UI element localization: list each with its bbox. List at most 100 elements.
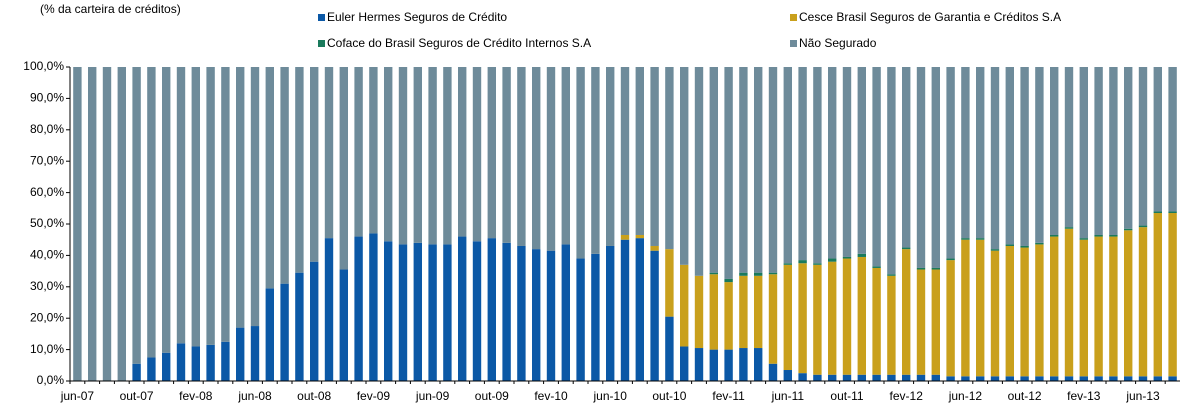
- x-tick-label: jun-08: [237, 389, 272, 403]
- bar-segment: [798, 263, 807, 374]
- bar-segment: [680, 264, 689, 347]
- bar-segment: [680, 346, 689, 381]
- bar-segment: [117, 67, 126, 381]
- bar-segment: [739, 67, 748, 273]
- bar-segment: [1020, 245, 1029, 248]
- bar-segment: [1153, 376, 1162, 381]
- bar-segment: [1064, 376, 1074, 381]
- bar-segment: [961, 239, 970, 377]
- bar-segment: [310, 67, 319, 262]
- bar-segment: [946, 260, 955, 377]
- bar-segment: [887, 374, 896, 381]
- legend-swatch: [318, 14, 325, 21]
- bar-segment: [1079, 376, 1088, 381]
- bar-segment: [1109, 376, 1118, 381]
- legend-label: Cesce Brasil Seguros de Garantia e Crédi…: [799, 10, 1061, 24]
- y-tick-label: 30,0%: [30, 279, 64, 293]
- bar-segment: [828, 258, 837, 262]
- x-tick-label: jun-07: [60, 389, 95, 403]
- bar-segment: [546, 67, 556, 251]
- bar-segment: [428, 67, 437, 245]
- bar-segment: [813, 67, 822, 264]
- bar-segment: [1109, 67, 1118, 235]
- bar-segment: [916, 267, 926, 270]
- bar-segment: [576, 67, 585, 259]
- bar-segment: [517, 245, 526, 381]
- bar-segment: [591, 67, 600, 254]
- bar-segment: [1064, 228, 1074, 377]
- bar-segment: [369, 233, 378, 381]
- x-tick-label: jun-11: [771, 389, 805, 403]
- bar-segment: [1124, 228, 1133, 231]
- bar-segment: [280, 67, 289, 284]
- x-tick-label: fev-09: [357, 389, 391, 403]
- bar-segment: [872, 374, 881, 381]
- x-tick-label: out-08: [297, 389, 331, 403]
- y-tick-label: 90,0%: [30, 91, 64, 105]
- bar-segment: [739, 275, 748, 349]
- bar-segment: [887, 67, 896, 275]
- bar-segment: [132, 363, 141, 381]
- bar-segment: [532, 67, 541, 250]
- bar-segment: [162, 352, 171, 381]
- bar-segment: [1020, 376, 1029, 381]
- bar-segment: [961, 238, 970, 240]
- y-tick-label: 40,0%: [30, 248, 64, 262]
- bar-segment: [236, 327, 245, 381]
- bar-segment: [1094, 67, 1103, 235]
- bar-segment: [502, 67, 511, 243]
- bar-segment: [709, 67, 718, 273]
- y-tick-label: 80,0%: [30, 122, 64, 136]
- bar-segment: [398, 67, 408, 245]
- bar-segment: [88, 67, 97, 381]
- bar-segment: [887, 275, 896, 375]
- bar-segment: [206, 344, 215, 381]
- bar-segment: [1035, 242, 1044, 245]
- bar-segment: [236, 67, 245, 328]
- bar-segment: [1005, 376, 1014, 381]
- bar-segment: [1005, 67, 1014, 245]
- bar-segment: [813, 264, 822, 375]
- x-tick-label: out-11: [830, 389, 863, 403]
- bar-segment: [191, 346, 200, 381]
- bar-segment: [487, 67, 496, 239]
- bar-segment: [1064, 227, 1074, 229]
- bar-segment: [221, 67, 230, 342]
- bar-segment: [709, 272, 718, 275]
- bar-segment: [783, 370, 792, 381]
- bar-segment: [990, 249, 1000, 251]
- bar-segment: [650, 250, 659, 381]
- bar-segment: [976, 239, 985, 377]
- bar-segment: [324, 238, 334, 381]
- bar-segment: [754, 272, 763, 276]
- bar-segment: [102, 67, 112, 381]
- bar-segment: [280, 283, 289, 381]
- legend-label: Não Segurado: [799, 36, 877, 50]
- bar-segment: [620, 234, 630, 240]
- bar-segment: [576, 258, 585, 381]
- bar-segment: [398, 244, 408, 381]
- bar-segment: [902, 374, 911, 381]
- bar-segment: [221, 341, 230, 381]
- bar-segment: [443, 244, 452, 381]
- bar-segment: [502, 242, 511, 381]
- bar-segment: [990, 250, 1000, 377]
- bar-segment: [798, 260, 807, 264]
- bar-segment: [783, 67, 792, 264]
- bar-segment: [828, 261, 837, 375]
- bar-segment: [1168, 211, 1177, 214]
- bar-segment: [561, 67, 570, 245]
- bar-segment: [724, 278, 733, 283]
- bar-segment: [324, 67, 334, 239]
- bar-segment: [813, 374, 822, 381]
- bar-segment: [842, 67, 852, 257]
- bar-segment: [842, 374, 852, 381]
- bar-segment: [369, 67, 378, 234]
- bar-segment: [709, 349, 718, 381]
- bar-segment: [857, 374, 866, 381]
- bar-segment: [206, 67, 215, 345]
- bar-segment: [665, 249, 674, 317]
- bar-segment: [1005, 244, 1014, 246]
- bar-segment: [976, 376, 985, 381]
